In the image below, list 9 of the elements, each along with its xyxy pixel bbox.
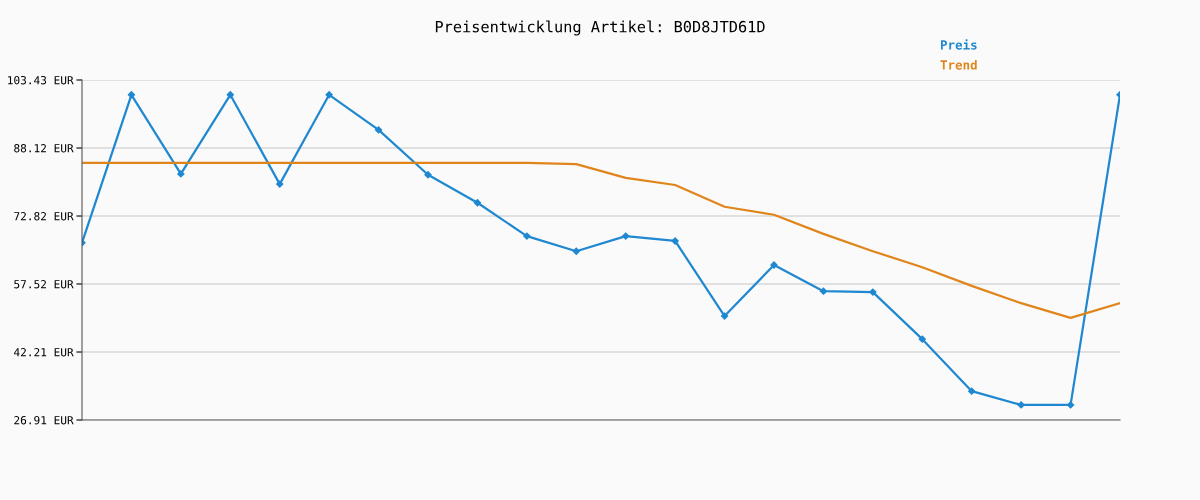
chart-title: Preisentwicklung Artikel: B0D8JTD61D <box>435 20 765 36</box>
text: Preis <box>940 39 977 50</box>
text: Trend <box>940 59 977 70</box>
y-tick-label: 42.21 EUR <box>14 348 74 357</box>
y-tick-label: 103.43 EUR <box>8 76 74 85</box>
y-tick-label: 26.91 EUR <box>14 416 74 425</box>
y-tick-label: 57.52 EUR <box>14 280 74 289</box>
y-tick-label: 88.12 EUR <box>14 144 74 153</box>
y-tick-label: 72.82 EUR <box>14 212 74 221</box>
